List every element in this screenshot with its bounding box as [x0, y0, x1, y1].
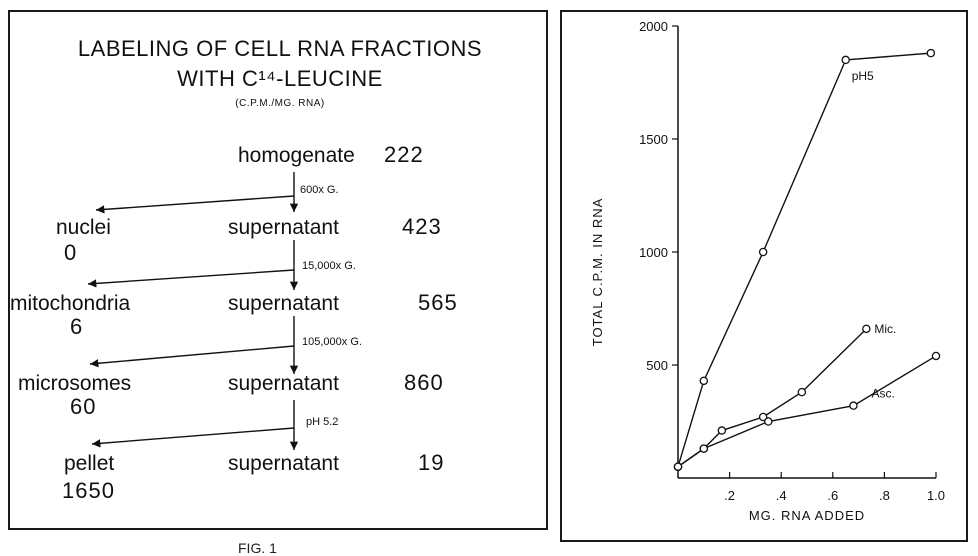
- supernatant-value-4: 19: [418, 450, 445, 475]
- sediment-value-4: 1650: [62, 478, 115, 503]
- x-tick-label-1: .4: [776, 488, 787, 503]
- supernatant-label-4: supernatant: [228, 452, 339, 475]
- supernatant-value-1: 423: [402, 214, 442, 239]
- figure-caption: FIG. 1: [238, 540, 277, 556]
- supernatant-value-2: 565: [418, 290, 458, 315]
- sediment-label-3: microsomes: [18, 372, 132, 395]
- scheme-subtitle: WITH C¹⁴-LEUCINE: [177, 66, 383, 91]
- side-arrow-2: [87, 269, 295, 288]
- supernatant-label-2: supernatant: [228, 292, 339, 315]
- data-point-Mic.-5: [862, 324, 871, 334]
- force-label-4: pH 5.2: [306, 416, 339, 428]
- x-axis-title: MG. RNA ADDED: [749, 508, 865, 523]
- series-line-pH5: [677, 52, 931, 467]
- data-point-pH5-3: [841, 55, 850, 65]
- x-tick-label-2: .6: [827, 488, 838, 503]
- series-label-Mic.: Mic.: [874, 322, 896, 336]
- sediment-value-2: 6: [70, 314, 84, 339]
- side-arrow-3: [89, 345, 295, 368]
- data-point-Asc.-4: [931, 351, 941, 361]
- data-point-Asc.-2: [764, 417, 773, 426]
- homogenate-value: 222: [384, 142, 424, 167]
- sediment-label-2: mitochondria: [10, 292, 131, 315]
- data-point-Asc.-1: [699, 444, 709, 453]
- force-label-2: 15,000x G.: [302, 260, 356, 272]
- rna-chart: .2 .4 .6 .8 1.0 500 1000 1500 2000 pH5 Mic. Asc. M…: [590, 19, 945, 523]
- fractionation-panel: LABELING OF CELL RNA FRACTIONS WITH C¹⁴-…: [8, 10, 548, 530]
- force-label-3: 105,000x G.: [302, 336, 362, 348]
- y-tick-label-3: 2000: [639, 19, 668, 34]
- x-tick-label-4: 1.0: [927, 488, 945, 503]
- supernatant-label-1: supernatant: [228, 216, 339, 239]
- data-point-Asc.-0: [673, 462, 683, 471]
- supernatant-label-3: supernatant: [228, 372, 339, 395]
- series-line-Asc.: [677, 355, 937, 468]
- y-tick-label-0: 500: [646, 358, 668, 373]
- side-arrow-4: [91, 427, 295, 448]
- data-point-Asc.-3: [849, 401, 858, 410]
- side-arrow-1: [95, 195, 295, 214]
- chart-panel: .2 .4 .6 .8 1.0 500 1000 1500 2000 pH5 Mic. Asc. M…: [560, 10, 968, 542]
- data-point-Mic.-2: [717, 426, 727, 435]
- force-label-1: 600x G.: [300, 184, 339, 196]
- data-point-pH5-2: [758, 247, 768, 257]
- y-tick-label-1: 1000: [639, 245, 668, 260]
- data-point-Mic.-3: [758, 412, 768, 422]
- data-point-pH5-4: [926, 48, 936, 58]
- series-label-pH5: pH5: [852, 69, 874, 83]
- x-tick-label-3: .8: [879, 488, 890, 503]
- scheme-units: (C.P.M./MG. RNA): [235, 98, 325, 109]
- x-tick-label-0: .2: [724, 488, 735, 503]
- supernatant-value-3: 860: [404, 370, 444, 395]
- sediment-value-3: 60: [70, 394, 97, 419]
- sediment-label-1: nuclei: [56, 216, 111, 239]
- sediment-label-4: pellet: [64, 452, 115, 475]
- data-point-Mic.-4: [797, 387, 807, 397]
- series-label-Asc.: Asc.: [872, 387, 895, 401]
- data-point-pH5-1: [699, 376, 709, 386]
- y-axis-title: TOTAL C.P.M. IN RNA: [590, 198, 605, 347]
- y-tick-label-2: 1500: [639, 132, 668, 147]
- scheme-arrows: [87, 172, 299, 450]
- sediment-value-1: 0: [64, 240, 78, 265]
- homogenate-label: homogenate: [238, 144, 355, 167]
- scheme-title: LABELING OF CELL RNA FRACTIONS: [77, 36, 483, 61]
